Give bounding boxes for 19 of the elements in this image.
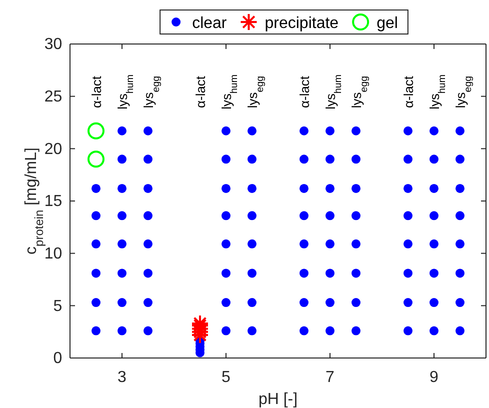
legend-label: gel (376, 15, 398, 32)
y-tick-label: 25 (44, 88, 62, 106)
x-axis-title: pH [-] (258, 391, 298, 408)
y-tick-label: 20 (44, 140, 62, 158)
annotation: α-lact (401, 76, 416, 108)
x-tick-label: 9 (430, 368, 439, 386)
x-tick-label: 3 (118, 368, 127, 386)
legend-label: precipitate (264, 15, 339, 32)
y-tick-label: 30 (44, 36, 62, 54)
y-tick-label: 15 (44, 193, 62, 210)
annotation: α-lact (193, 76, 208, 108)
legend-label: clear (192, 15, 228, 32)
y-tick-label: 0 (53, 350, 62, 368)
y-tick-label: 10 (44, 245, 62, 262)
annotation: α-lact (297, 76, 312, 108)
x-tick-label: 7 (326, 368, 335, 386)
y-tick-label: 5 (53, 298, 62, 315)
x-tick-label: 5 (222, 368, 231, 386)
annotation: α-lact (89, 76, 104, 108)
